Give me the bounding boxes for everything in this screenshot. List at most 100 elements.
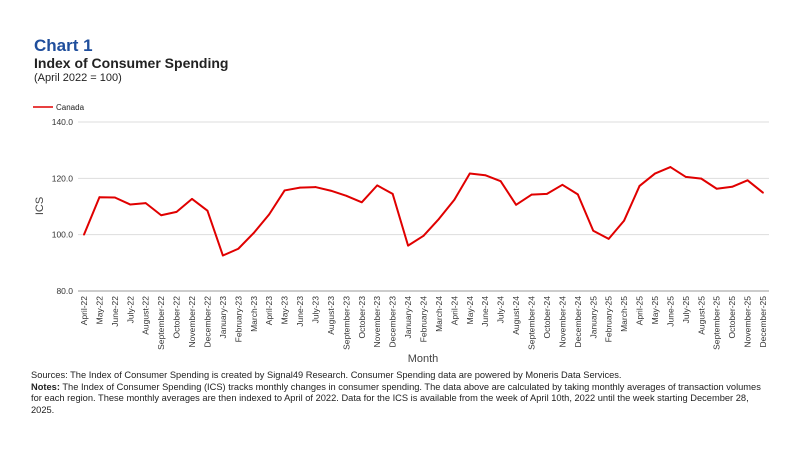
data-point [268, 213, 271, 216]
data-point [376, 184, 379, 187]
data-point [391, 192, 394, 195]
x-tick-label: August-23 [326, 296, 336, 335]
x-tick-label: July-24 [496, 296, 506, 324]
data-point [654, 172, 656, 175]
x-tick-label: April-24 [449, 296, 459, 326]
x-tick-label: June-25 [665, 296, 675, 327]
data-point [746, 179, 749, 182]
x-tick-label: November-24 [557, 296, 567, 348]
data-point [515, 203, 517, 206]
legend-label: Canada [56, 103, 85, 112]
data-point [221, 254, 224, 257]
x-tick-label: October-24 [542, 296, 552, 339]
x-tick-label: September-24 [527, 296, 537, 350]
data-point [175, 210, 178, 213]
data-point [113, 196, 116, 199]
data-point [129, 203, 132, 206]
x-tick-label: August-25 [696, 296, 706, 335]
y-tick-label: 120.0 [52, 173, 74, 183]
x-tick-label: April-25 [635, 296, 645, 326]
x-tick-label: November-22 [187, 296, 197, 348]
x-tick-label: December-24 [573, 296, 583, 348]
x-tick-label: February-25 [604, 296, 614, 343]
x-tick-label: September-22 [156, 296, 166, 350]
series-line-canada [83, 166, 764, 257]
x-tick-label: October-22 [172, 296, 182, 339]
chart-notes: Sources: The Index of Consumer Spending … [31, 370, 771, 416]
data-point [422, 234, 425, 237]
x-tick-label: April-23 [264, 296, 274, 326]
data-point [206, 209, 209, 212]
notes-body: The Index of Consumer Spending (ICS) tra… [31, 381, 761, 415]
data-point [684, 176, 687, 178]
data-point [283, 189, 286, 192]
x-tick-label: June-24 [480, 296, 490, 327]
x-tick-label: July-25 [681, 296, 691, 324]
x-tick-label: November-23 [372, 296, 382, 348]
data-point [669, 166, 672, 168]
x-tick-label: March-25 [619, 296, 629, 332]
x-tick-label: December-22 [202, 296, 212, 348]
data-point [345, 194, 348, 197]
x-tick-label: December-25 [758, 296, 768, 348]
x-tick-label: March-24 [434, 296, 444, 332]
data-point [592, 229, 595, 232]
data-point [762, 191, 764, 194]
x-tick-label: July-23 [310, 296, 320, 324]
data-point [314, 186, 317, 188]
y-tick-label: 140.0 [52, 117, 74, 127]
x-tick-label: May-22 [94, 296, 104, 325]
data-point [83, 233, 85, 236]
x-tick-label: January-24 [403, 296, 413, 339]
x-tick-label: March-23 [249, 296, 259, 332]
chart-subtitle: (April 2022 = 100) [34, 72, 122, 84]
x-tick-label: October-23 [357, 296, 367, 339]
data-point [576, 193, 579, 196]
data-point [98, 196, 101, 199]
data-point [715, 187, 718, 190]
x-tick-label: November-25 [743, 296, 753, 348]
x-tick-label: December-23 [388, 296, 398, 348]
chart-label: Chart 1 [34, 36, 93, 55]
x-tick-label: June-23 [295, 296, 305, 327]
data-point [360, 201, 363, 204]
data-point [453, 198, 456, 201]
notes-label: Notes: [31, 381, 60, 392]
data-point [237, 247, 240, 250]
data-point [484, 174, 487, 177]
x-tick-label: May-25 [650, 296, 660, 325]
x-tick-label: January-25 [588, 296, 598, 339]
x-tick-label: February-24 [419, 296, 429, 343]
data-point [561, 183, 564, 186]
x-tick-label: September-23 [341, 296, 351, 350]
data-point [299, 186, 301, 189]
x-tick-label: August-24 [511, 296, 521, 335]
notes-text: Notes: The Index of Consumer Spending (I… [31, 382, 771, 417]
data-point [638, 185, 641, 187]
x-tick-label: June-22 [110, 296, 120, 327]
data-point [468, 172, 471, 175]
data-point [252, 232, 255, 234]
data-point [330, 189, 332, 192]
y-axis-label: ICS [34, 197, 46, 215]
x-tick-label: April-22 [79, 296, 89, 326]
x-tick-label: May-24 [465, 296, 475, 325]
chart-title: Index of Consumer Spending [34, 55, 229, 71]
data-point [499, 180, 502, 183]
data-point [191, 197, 193, 200]
data-point [546, 192, 548, 195]
line-chart: 80.0 100.0 120.0 140.0 ICS Month April-22 May-2… [33, 103, 769, 365]
x-tick-label: January-23 [218, 296, 228, 339]
x-tick-label: July-22 [125, 296, 135, 324]
data-point [731, 185, 734, 188]
x-tick-label: August-22 [141, 296, 151, 335]
x-tick-label: May-23 [280, 296, 290, 325]
data-point [144, 202, 147, 205]
data-point [407, 244, 409, 247]
data-point [700, 177, 703, 180]
y-tick-label: 80.0 [56, 286, 73, 296]
data-point [607, 237, 610, 240]
x-tick-label: October-25 [727, 296, 737, 339]
x-tick-label: September-25 [712, 296, 722, 350]
